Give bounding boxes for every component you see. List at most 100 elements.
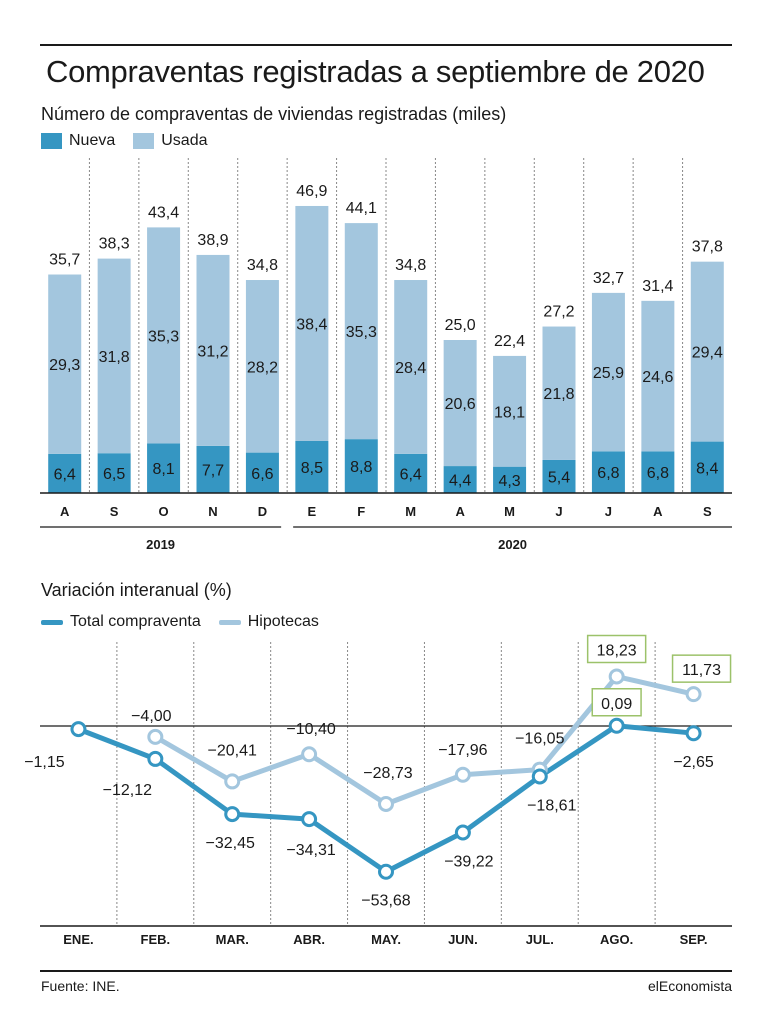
- bar-usada: [147, 227, 181, 444]
- bar-label-total: 31,4: [642, 278, 673, 295]
- point-hipotecas: [685, 686, 702, 703]
- bar-usada: [48, 274, 82, 454]
- x-tick-label: AGO.: [600, 932, 633, 947]
- point-hipotecas: [608, 668, 625, 685]
- point-total: [608, 717, 625, 734]
- data-label-hipotecas: −17,96: [438, 742, 487, 759]
- point-hipotecas: [454, 766, 471, 783]
- point-hipotecas: [378, 796, 394, 813]
- bar-usada: [542, 326, 576, 460]
- bar-label-nueva: 6,8: [647, 465, 669, 482]
- bar-label-total: 38,9: [197, 232, 228, 249]
- bar-nueva: [542, 459, 576, 493]
- data-label-total: −1,15: [24, 754, 65, 771]
- bar-label-total: 46,9: [296, 183, 327, 200]
- x-tick-label: F: [357, 504, 365, 519]
- point-hipotecas: [224, 773, 241, 790]
- data-label-hipotecas: 11,73: [682, 662, 721, 679]
- bar-usada: [493, 355, 527, 467]
- x-tick-label: O: [159, 504, 169, 519]
- bar-label-total: 22,4: [494, 333, 525, 350]
- bar-chart: 6,4 29,3 35,7 A 6,5 31,8 38,3 S 8,1 35,3 43,4 O 7,7 3…: [40, 158, 732, 552]
- bar-nueva: [493, 466, 527, 493]
- x-tick-label: D: [258, 504, 267, 519]
- bar-label-usada: 29,4: [692, 345, 723, 362]
- bar-nueva: [641, 451, 675, 493]
- x-tick-label: A: [653, 504, 663, 519]
- bar-nueva: [97, 453, 131, 493]
- data-label-hipotecas: −16,05: [515, 731, 564, 748]
- bar-label-total: 25,0: [445, 317, 476, 334]
- x-tick-label: J: [555, 504, 562, 519]
- bar-nueva: [690, 441, 724, 493]
- bar-usada: [97, 258, 131, 454]
- bar-label-nueva: 8,5: [301, 460, 323, 477]
- bar-label-total: 27,2: [543, 304, 574, 321]
- data-label-total: −12,12: [103, 782, 152, 799]
- bar-nueva: [443, 466, 477, 493]
- bar-label-usada: 18,1: [494, 404, 525, 421]
- highlight-box: [671, 654, 732, 683]
- point-total: [378, 863, 394, 880]
- point-hipotecas: [147, 728, 164, 745]
- bar-label-nueva: 6,5: [103, 466, 125, 483]
- bar-label-usada: 31,8: [99, 349, 130, 366]
- bar-label-usada: 35,3: [148, 328, 179, 345]
- data-label-total: −53,68: [361, 893, 410, 910]
- bar-label-nueva: 8,8: [350, 459, 372, 476]
- point-total: [70, 721, 87, 738]
- highlight-box: [591, 688, 642, 717]
- year-group-label: 2020: [498, 537, 527, 552]
- legend-label-hipotecas: Hipotecas: [247, 613, 319, 630]
- data-label-total: −2,65: [673, 754, 714, 771]
- x-tick-label: ABR.: [293, 932, 325, 947]
- x-tick-label: S: [703, 504, 712, 519]
- bar-label-nueva: 7,7: [202, 462, 224, 479]
- data-label-total: 0,09: [601, 696, 632, 713]
- legend-label-nueva: Nueva: [69, 132, 116, 149]
- bar-legend: Nueva Usada: [41, 131, 226, 151]
- bar-usada: [295, 205, 329, 441]
- x-tick-label: J: [605, 504, 612, 519]
- point-hipotecas: [301, 746, 318, 763]
- data-label-total: −39,22: [444, 853, 493, 870]
- source-note: Fuente: INE.: [41, 978, 120, 994]
- x-tick-label: S: [110, 504, 119, 519]
- bar-label-usada: 25,9: [593, 365, 624, 382]
- legend-swatch-nueva: [41, 133, 62, 149]
- bar-nueva: [344, 439, 378, 493]
- bar-label-usada: 21,8: [543, 386, 574, 403]
- line-legend: Total compraventa Hipotecas: [41, 612, 337, 632]
- data-label-hipotecas: −20,41: [208, 742, 257, 759]
- data-label-hipotecas: 18,23: [597, 643, 637, 660]
- x-tick-label: MAR.: [216, 932, 249, 947]
- legend-label-total: Total compraventa: [70, 613, 201, 630]
- point-total: [454, 824, 471, 841]
- bar-nueva: [394, 453, 428, 493]
- bar-label-usada: 29,3: [49, 357, 80, 374]
- bar-label-nueva: 4,3: [498, 473, 520, 490]
- bar-usada: [245, 280, 279, 453]
- bar-nueva: [147, 443, 181, 493]
- point-total: [301, 811, 318, 828]
- x-tick-label: SEP.: [680, 932, 708, 947]
- data-label-total: −34,31: [286, 842, 335, 859]
- bar-label-nueva: 4,4: [449, 473, 471, 490]
- bar-chart-title: Número de compraventas de viviendas regi…: [41, 104, 507, 124]
- x-tick-label: A: [455, 504, 465, 519]
- bar-label-nueva: 5,4: [548, 469, 570, 486]
- bar-label-nueva: 8,4: [696, 460, 718, 477]
- bar-label-usada: 20,6: [445, 396, 476, 413]
- bar-label-total: 35,7: [49, 252, 80, 269]
- point-total: [531, 768, 548, 785]
- legend-swatch-usada: [133, 133, 155, 149]
- line-chart: −4,00 −20,41 −10,40 −28,73 −17,96 −16,05 18,23…: [24, 634, 732, 947]
- data-label-hipotecas: −10,40: [286, 721, 335, 738]
- bar-usada: [196, 254, 230, 446]
- data-label-hipotecas: −28,73: [363, 765, 412, 782]
- legend-line-total: [41, 619, 63, 625]
- bar-label-total: 32,7: [593, 270, 624, 287]
- x-tick-label: JUN.: [448, 932, 478, 947]
- line-chart-title: Variación interanual (%): [41, 580, 232, 600]
- bar-label-usada: 38,4: [296, 316, 327, 333]
